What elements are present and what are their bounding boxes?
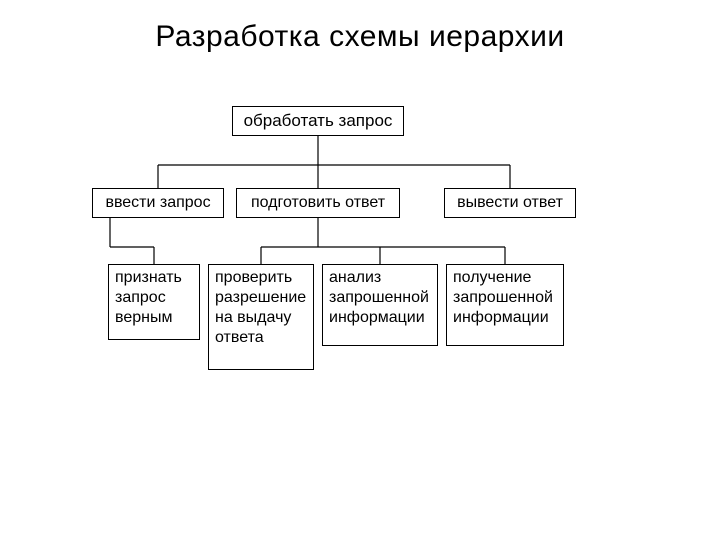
node-root: обработать запрос bbox=[232, 106, 404, 136]
node-leaf-analyze-label: анализ запрошенной информации bbox=[329, 268, 431, 328]
node-level2-input: ввести запрос bbox=[92, 188, 224, 218]
node-level2-input-label: ввести запрос bbox=[105, 193, 210, 213]
node-level2-output: вывести ответ bbox=[444, 188, 576, 218]
node-leaf-check-permission-label: проверить разрешение на выдачу ответа bbox=[215, 268, 307, 348]
node-level2-output-label: вывести ответ bbox=[457, 193, 563, 213]
node-leaf-validate-label: признать запрос верным bbox=[115, 268, 193, 328]
node-level2-prepare: подготовить ответ bbox=[236, 188, 400, 218]
node-level2-prepare-label: подготовить ответ bbox=[251, 193, 385, 213]
node-leaf-validate: признать запрос верным bbox=[108, 264, 200, 340]
hierarchy-diagram: обработать запрос ввести запрос подготов… bbox=[0, 0, 720, 540]
node-root-label: обработать запрос bbox=[244, 110, 393, 131]
node-leaf-retrieve: получение запрошенной информации bbox=[446, 264, 564, 346]
node-leaf-analyze: анализ запрошенной информации bbox=[322, 264, 438, 346]
node-leaf-check-permission: проверить разрешение на выдачу ответа bbox=[208, 264, 314, 370]
node-leaf-retrieve-label: получение запрошенной информации bbox=[453, 268, 557, 328]
